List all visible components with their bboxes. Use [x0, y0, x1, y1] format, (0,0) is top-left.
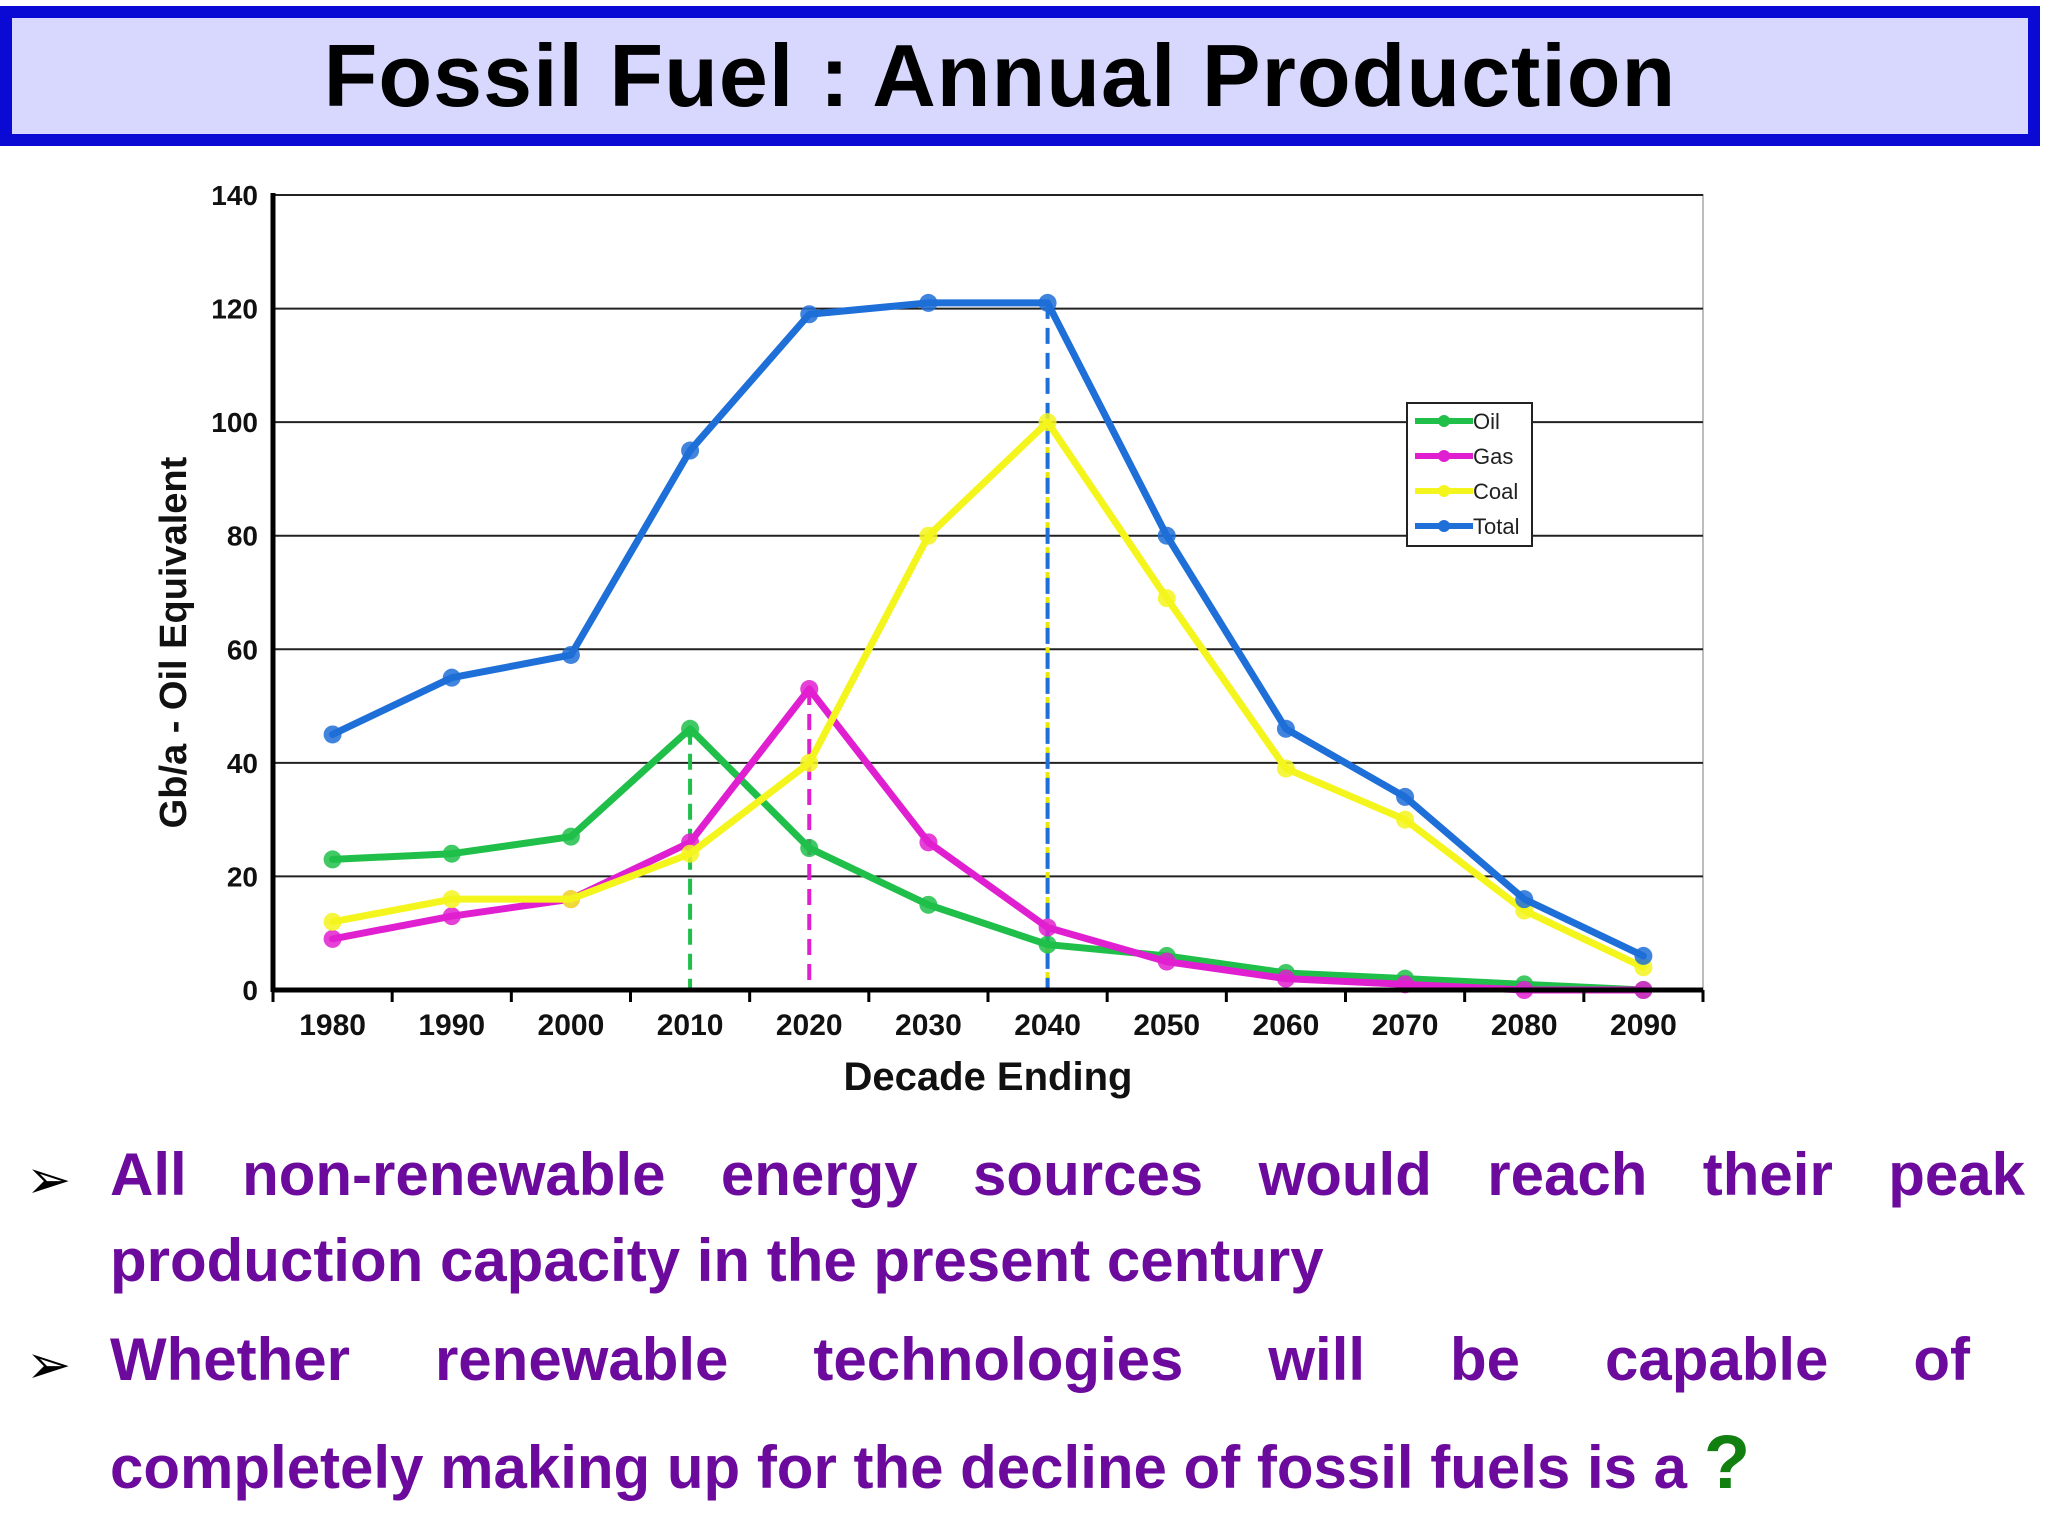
y-axis-title: Gb/a - Oil Equivalent — [153, 456, 195, 828]
y-tick-label: 100 — [211, 407, 258, 438]
data-point-total — [1634, 946, 1653, 965]
x-tick-label: 2000 — [538, 1009, 605, 1042]
data-point-coal — [681, 844, 700, 863]
data-point-total — [1157, 526, 1176, 545]
series-line-total — [329, 299, 1647, 960]
bullet-1-line-1: All non-renewable energy sources would r… — [110, 1141, 2025, 1208]
data-point-total — [919, 293, 938, 312]
y-tick-label: 0 — [242, 975, 258, 1006]
y-tick-label: 60 — [227, 634, 258, 665]
legend-marker-oil — [1438, 415, 1450, 427]
x-tick-label: 2040 — [1014, 1009, 1081, 1042]
series-line-coal — [329, 418, 1647, 971]
data-point-gas — [919, 833, 938, 852]
data-point-oil — [800, 839, 819, 858]
legend-box — [1406, 402, 1533, 547]
data-point-oil — [1038, 935, 1057, 954]
data-point-total — [442, 668, 461, 687]
data-point-total — [1396, 787, 1415, 806]
legend-label-gas: Gas — [1473, 444, 1513, 469]
data-point-total — [1276, 719, 1295, 738]
bullet-2-line-2-wrap: completely making up for the decline of … — [110, 1419, 1750, 1506]
arrow-bullet-icon: ➢ — [26, 1333, 72, 1396]
x-tick-label: 2070 — [1372, 1009, 1439, 1042]
data-point-coal — [1396, 810, 1415, 829]
data-point-total — [681, 441, 700, 460]
data-point-total — [800, 305, 819, 324]
legend-label-oil: Oil — [1473, 409, 1500, 434]
data-point-oil — [681, 719, 700, 738]
x-tick-label: 2080 — [1491, 1009, 1558, 1042]
legend-marker-total — [1438, 520, 1450, 532]
data-point-coal — [323, 912, 342, 931]
x-tick-label: 1980 — [299, 1009, 366, 1042]
data-point-coal — [1276, 759, 1295, 778]
x-tick-label: 1990 — [418, 1009, 485, 1042]
data-point-gas — [323, 929, 342, 948]
y-tick-label: 120 — [211, 294, 258, 325]
data-point-coal — [919, 526, 938, 545]
legend: Oil Gas Coal Total — [1406, 402, 1533, 547]
data-point-oil — [442, 844, 461, 863]
y-tick-label: 20 — [227, 861, 258, 892]
data-point-gas — [800, 680, 819, 699]
data-point-oil — [323, 850, 342, 869]
x-tick-label: 2020 — [776, 1009, 843, 1042]
x-tick-label: 2060 — [1253, 1009, 1320, 1042]
legend-marker-coal — [1438, 485, 1450, 497]
data-point-gas — [1157, 952, 1176, 971]
data-point-gas — [442, 907, 461, 926]
page-title: Fossil Fuel : Annual Production — [323, 26, 1677, 125]
data-point-total — [1515, 890, 1534, 909]
data-point-coal — [1038, 413, 1057, 432]
data-point-coal — [561, 890, 580, 909]
x-axis-title: Decade Ending — [844, 1055, 1133, 1099]
x-tick-label: 2030 — [895, 1009, 962, 1042]
legend-label-coal: Coal — [1473, 479, 1518, 504]
bullet-2-line-2: completely making up for the decline of … — [110, 1434, 1688, 1501]
legend-label-total: Total — [1473, 514, 1519, 539]
x-tick-label: 2010 — [657, 1009, 724, 1042]
bullet-2-line-1: Whether renewable technologies will be c… — [110, 1326, 1970, 1393]
y-tick-label: 40 — [227, 748, 258, 779]
title-banner: Fossil Fuel : Annual Production — [0, 6, 2040, 146]
data-point-total — [561, 645, 580, 664]
plot-area — [272, 194, 1704, 991]
data-point-total — [1038, 293, 1057, 312]
data-point-total — [323, 725, 342, 744]
data-point-oil — [919, 895, 938, 914]
question-mark: ? — [1703, 1420, 1751, 1505]
y-tick-label: 80 — [227, 521, 258, 552]
data-point-coal — [442, 890, 461, 909]
bullet-1-line-2: production capacity in the present centu… — [110, 1227, 1324, 1294]
x-tick-label: 2050 — [1133, 1009, 1200, 1042]
data-point-coal — [1157, 589, 1176, 608]
y-tick-label: 140 — [211, 180, 258, 211]
data-point-oil — [561, 827, 580, 846]
series-lines — [323, 293, 1653, 999]
data-point-gas — [1276, 969, 1295, 988]
data-point-gas — [1038, 918, 1057, 937]
arrow-bullet-icon: ➢ — [26, 1148, 72, 1211]
legend-marker-gas — [1438, 450, 1450, 462]
series-line-oil — [329, 725, 1647, 994]
data-point-coal — [800, 753, 819, 772]
x-tick-label: 2090 — [1610, 1009, 1677, 1042]
